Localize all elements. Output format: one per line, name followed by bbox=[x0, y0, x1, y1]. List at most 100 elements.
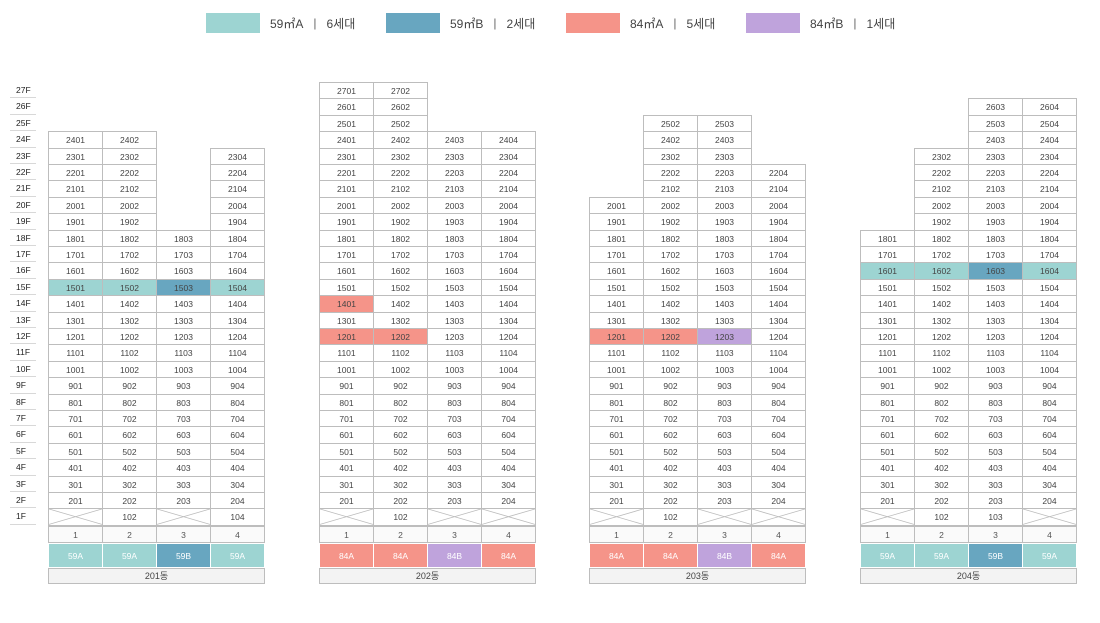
unit-cell[interactable]: 601 bbox=[589, 426, 644, 444]
unit-cell[interactable]: 1601 bbox=[589, 262, 644, 280]
unit-cell[interactable]: 401 bbox=[48, 459, 103, 477]
unit-cell[interactable]: 704 bbox=[1022, 410, 1077, 428]
unit-cell[interactable]: 203 bbox=[427, 492, 482, 510]
unit-cell[interactable]: 902 bbox=[373, 377, 428, 395]
unit-cell[interactable]: 204 bbox=[210, 492, 265, 510]
unit-cell[interactable]: 1803 bbox=[697, 229, 752, 247]
unit-cell[interactable]: 202 bbox=[643, 492, 698, 510]
unit-cell[interactable]: 901 bbox=[48, 377, 103, 395]
unit-cell[interactable]: 1402 bbox=[102, 295, 157, 313]
unit-cell[interactable]: 1401 bbox=[48, 295, 103, 313]
unit-cell[interactable]: 1602 bbox=[373, 262, 428, 280]
unit-cell[interactable]: 2503 bbox=[968, 114, 1023, 133]
unit-cell[interactable]: 2102 bbox=[643, 180, 698, 198]
unit-cell[interactable]: 1502 bbox=[914, 278, 969, 297]
unit-cell[interactable]: 704 bbox=[210, 410, 265, 428]
unit-cell[interactable]: 801 bbox=[860, 393, 915, 411]
unit-cell[interactable]: 1301 bbox=[589, 311, 644, 329]
unit-cell[interactable]: 2303 bbox=[427, 147, 482, 165]
unit-cell[interactable]: 2402 bbox=[643, 131, 698, 149]
unit-cell[interactable]: 1802 bbox=[373, 229, 428, 247]
unit-cell[interactable]: 502 bbox=[643, 442, 698, 461]
unit-cell[interactable]: 1703 bbox=[156, 246, 211, 264]
unit-cell[interactable]: 503 bbox=[156, 442, 211, 461]
unit-cell[interactable]: 2501 bbox=[319, 114, 374, 133]
unit-cell[interactable]: 2001 bbox=[589, 196, 644, 215]
unit-cell[interactable]: 2304 bbox=[1022, 147, 1077, 165]
unit-cell[interactable]: 103 bbox=[968, 508, 1023, 526]
unit-cell[interactable]: 2004 bbox=[481, 196, 536, 215]
unit-cell[interactable]: 1001 bbox=[589, 360, 644, 379]
unit-cell[interactable]: 703 bbox=[427, 410, 482, 428]
unit-cell[interactable]: 704 bbox=[751, 410, 806, 428]
unit-cell[interactable]: 1104 bbox=[210, 344, 265, 362]
unit-cell[interactable]: 904 bbox=[481, 377, 536, 395]
unit-cell[interactable]: 1203 bbox=[156, 328, 211, 346]
unit-cell[interactable]: 1204 bbox=[210, 328, 265, 346]
unit-cell[interactable]: 904 bbox=[210, 377, 265, 395]
unit-cell[interactable]: 2103 bbox=[427, 180, 482, 198]
unit-cell[interactable]: 904 bbox=[1022, 377, 1077, 395]
unit-cell[interactable]: 1804 bbox=[751, 229, 806, 247]
unit-cell[interactable]: 1903 bbox=[697, 213, 752, 231]
unit-cell[interactable]: 504 bbox=[210, 442, 265, 461]
unit-cell-highlighted[interactable]: 1502 bbox=[102, 278, 157, 297]
unit-cell-highlighted[interactable]: 1501 bbox=[48, 278, 103, 297]
unit-cell[interactable]: 1302 bbox=[102, 311, 157, 329]
unit-cell[interactable]: 1004 bbox=[481, 360, 536, 379]
unit-cell[interactable]: 501 bbox=[48, 442, 103, 461]
unit-cell[interactable]: 304 bbox=[481, 475, 536, 493]
unit-cell[interactable]: 503 bbox=[697, 442, 752, 461]
unit-cell[interactable]: 1202 bbox=[102, 328, 157, 346]
unit-cell[interactable]: 604 bbox=[481, 426, 536, 444]
unit-cell-highlighted[interactable]: 1503 bbox=[156, 278, 211, 297]
unit-cell[interactable]: 1101 bbox=[860, 344, 915, 362]
unit-cell[interactable]: 602 bbox=[373, 426, 428, 444]
unit-cell[interactable]: 1402 bbox=[914, 295, 969, 313]
unit-cell[interactable]: 501 bbox=[860, 442, 915, 461]
unit-cell[interactable]: 1503 bbox=[968, 278, 1023, 297]
unit-cell[interactable]: 502 bbox=[102, 442, 157, 461]
unit-cell[interactable]: 1302 bbox=[373, 311, 428, 329]
unit-cell[interactable]: 1803 bbox=[968, 229, 1023, 247]
unit-cell[interactable]: 404 bbox=[210, 459, 265, 477]
unit-cell[interactable]: 1002 bbox=[102, 360, 157, 379]
unit-cell[interactable]: 1303 bbox=[156, 311, 211, 329]
unit-cell[interactable]: 1003 bbox=[697, 360, 752, 379]
unit-cell[interactable]: 2204 bbox=[1022, 164, 1077, 182]
unit-cell[interactable]: 2302 bbox=[914, 147, 969, 165]
unit-cell[interactable]: 2102 bbox=[914, 180, 969, 198]
unit-cell-highlighted[interactable]: 1202 bbox=[373, 328, 428, 346]
unit-cell[interactable]: 2101 bbox=[319, 180, 374, 198]
unit-cell[interactable]: 402 bbox=[914, 459, 969, 477]
unit-cell[interactable]: 201 bbox=[319, 492, 374, 510]
unit-cell[interactable]: 1603 bbox=[427, 262, 482, 280]
unit-cell[interactable]: 1801 bbox=[48, 229, 103, 247]
unit-cell[interactable]: 2304 bbox=[481, 147, 536, 165]
unit-cell[interactable]: 1601 bbox=[319, 262, 374, 280]
unit-cell[interactable]: 803 bbox=[156, 393, 211, 411]
unit-cell[interactable]: 2201 bbox=[48, 164, 103, 182]
unit-cell[interactable]: 1704 bbox=[481, 246, 536, 264]
unit-cell[interactable]: 2202 bbox=[373, 164, 428, 182]
unit-cell[interactable]: 204 bbox=[751, 492, 806, 510]
unit-cell[interactable]: 1304 bbox=[481, 311, 536, 329]
unit-cell[interactable]: 1801 bbox=[589, 229, 644, 247]
unit-cell[interactable]: 1104 bbox=[751, 344, 806, 362]
unit-cell[interactable]: 2004 bbox=[210, 196, 265, 215]
unit-cell-highlighted[interactable]: 1504 bbox=[210, 278, 265, 297]
unit-cell[interactable]: 2202 bbox=[643, 164, 698, 182]
unit-cell[interactable]: 1203 bbox=[427, 328, 482, 346]
unit-cell[interactable]: 301 bbox=[860, 475, 915, 493]
unit-cell[interactable]: 1502 bbox=[643, 278, 698, 297]
unit-cell[interactable]: 204 bbox=[481, 492, 536, 510]
unit-cell[interactable]: 201 bbox=[48, 492, 103, 510]
unit-cell[interactable]: 1001 bbox=[319, 360, 374, 379]
unit-cell[interactable]: 1303 bbox=[427, 311, 482, 329]
unit-cell[interactable]: 702 bbox=[914, 410, 969, 428]
unit-cell[interactable]: 2303 bbox=[968, 147, 1023, 165]
unit-cell[interactable]: 503 bbox=[427, 442, 482, 461]
unit-cell[interactable]: 901 bbox=[860, 377, 915, 395]
unit-cell[interactable]: 2203 bbox=[427, 164, 482, 182]
unit-cell[interactable]: 2403 bbox=[968, 131, 1023, 149]
